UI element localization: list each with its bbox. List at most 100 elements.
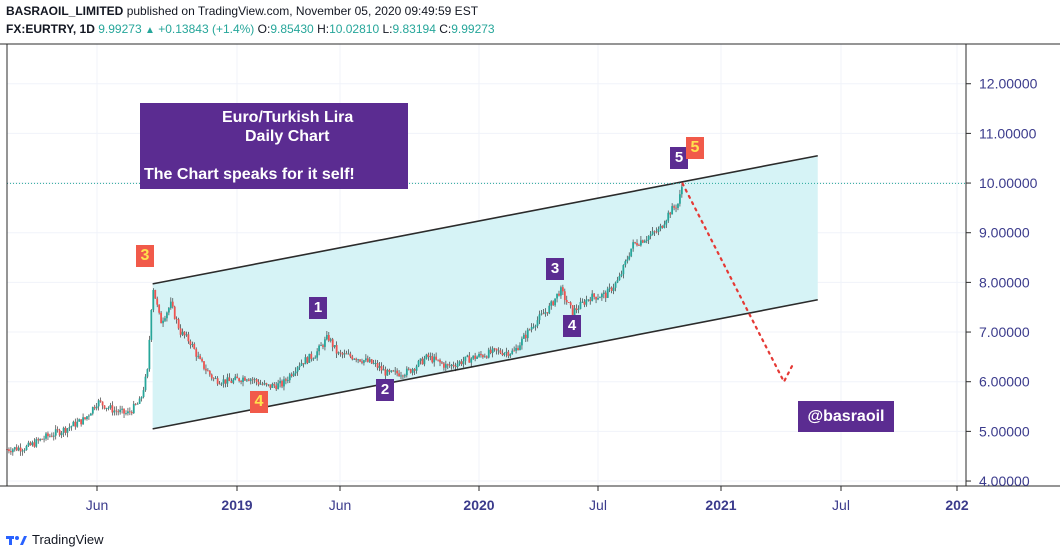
candle-body (150, 309, 153, 340)
x-tick-label: Jun (86, 497, 109, 513)
candle-body (296, 367, 299, 372)
candle-body (58, 430, 61, 436)
x-tick-label: 2021 (705, 497, 736, 513)
candle-body (560, 287, 562, 296)
candle-body (240, 381, 242, 382)
y-tick-label: 6.00000 (979, 374, 1030, 390)
candle-body (207, 370, 209, 372)
candle-body (404, 375, 406, 377)
wave-label-purple-3: 3 (546, 258, 564, 280)
candle-body (411, 369, 414, 373)
candle-body (643, 240, 646, 243)
candle-body (413, 369, 416, 371)
candle-body (134, 403, 137, 405)
candle-body (275, 385, 278, 390)
candle-body (361, 361, 363, 363)
candle-body (606, 288, 609, 298)
candle-body (640, 240, 642, 246)
candle-body (82, 417, 84, 425)
candle-body (671, 206, 674, 215)
candle-body (581, 301, 584, 303)
candle-body (80, 419, 83, 425)
candle-body (249, 379, 252, 381)
candle-body (327, 335, 330, 341)
candle-body (392, 370, 395, 372)
candle-body (501, 353, 504, 356)
candle-body (441, 362, 443, 364)
candle-body (10, 451, 12, 453)
candle-body (37, 439, 40, 441)
candle-body (540, 313, 543, 315)
wave-label-purple-4: 4 (563, 315, 581, 337)
candle-body (324, 339, 326, 347)
x-tick-label: 2020 (463, 497, 494, 513)
candle-body (302, 363, 305, 365)
y-tick-label: 12.00000 (979, 76, 1038, 92)
candle-body (15, 447, 18, 451)
y-axis[interactable]: 4.00000 5.00000 6.00000 7.00000 8.00000 9.000… (966, 76, 1038, 489)
candle-body (614, 282, 617, 288)
candle-body (345, 353, 348, 355)
candle-body (417, 360, 420, 367)
candle-body (480, 353, 482, 356)
candle-body (468, 355, 471, 363)
price-change: +0.13843 (+1.4%) (158, 22, 255, 36)
candle-body (113, 410, 116, 413)
candle-body (538, 314, 541, 321)
candle-body (325, 335, 328, 340)
candle-body (378, 366, 381, 368)
wave-label-purple-2: 2 (376, 379, 394, 401)
candle-body (435, 356, 438, 360)
candle-body (439, 359, 441, 363)
candle-body (35, 439, 38, 447)
candle-body (68, 427, 71, 429)
candle-body (415, 366, 418, 371)
channel-upper-line[interactable] (152, 154, 818, 285)
candle-body (101, 401, 104, 406)
candle-body (409, 369, 412, 373)
candle-body (353, 358, 356, 360)
candle-body (310, 353, 313, 359)
candle-body (226, 377, 229, 384)
candle-body (663, 224, 666, 228)
wave-label-purple-5: 5 (670, 147, 688, 169)
symbol-header: FX:EURTRY, 1D 9.99273 ▲ +0.13843 (+1.4%)… (6, 22, 495, 36)
candle-body (355, 358, 358, 361)
candle-body (464, 356, 467, 362)
candle-body (602, 292, 605, 294)
candle-body (470, 358, 473, 363)
candle-body (19, 447, 22, 452)
candle-body (667, 212, 670, 221)
candle-body (99, 400, 102, 402)
publisher-name[interactable]: BASRAOIL_LIMITED (6, 4, 124, 18)
candle-body (680, 186, 683, 195)
candle-body (546, 312, 549, 314)
tradingview-logo[interactable]: TradingView (6, 532, 104, 547)
title-line-3: The Chart speaks for it self! (144, 166, 355, 183)
close-value: 9.99273 (451, 22, 495, 36)
candle-body (626, 259, 629, 262)
candle-body (647, 236, 650, 240)
candle-body (454, 366, 457, 368)
candle-body (448, 365, 451, 367)
candle-body (105, 407, 108, 409)
candle-body (242, 377, 244, 382)
candle-body (505, 351, 508, 354)
candle-body (431, 356, 434, 363)
candle-body (536, 320, 539, 326)
candle-body (675, 207, 677, 209)
candle-body (554, 298, 556, 306)
candle-body (341, 353, 344, 355)
symbol-label[interactable]: FX:EURTRY, 1D (6, 22, 95, 36)
close-label: C: (439, 22, 452, 36)
channel-fill (152, 155, 818, 429)
candle-body (632, 242, 635, 249)
x-axis[interactable]: Jun 2019 Jun 2020 Jul 2021 Jul 202 (86, 486, 969, 513)
candle-body (400, 375, 402, 377)
candle-body (187, 334, 190, 342)
candle-body (382, 369, 385, 371)
candle-body (482, 355, 484, 358)
candle-body (359, 359, 361, 362)
candle-body (23, 449, 26, 451)
